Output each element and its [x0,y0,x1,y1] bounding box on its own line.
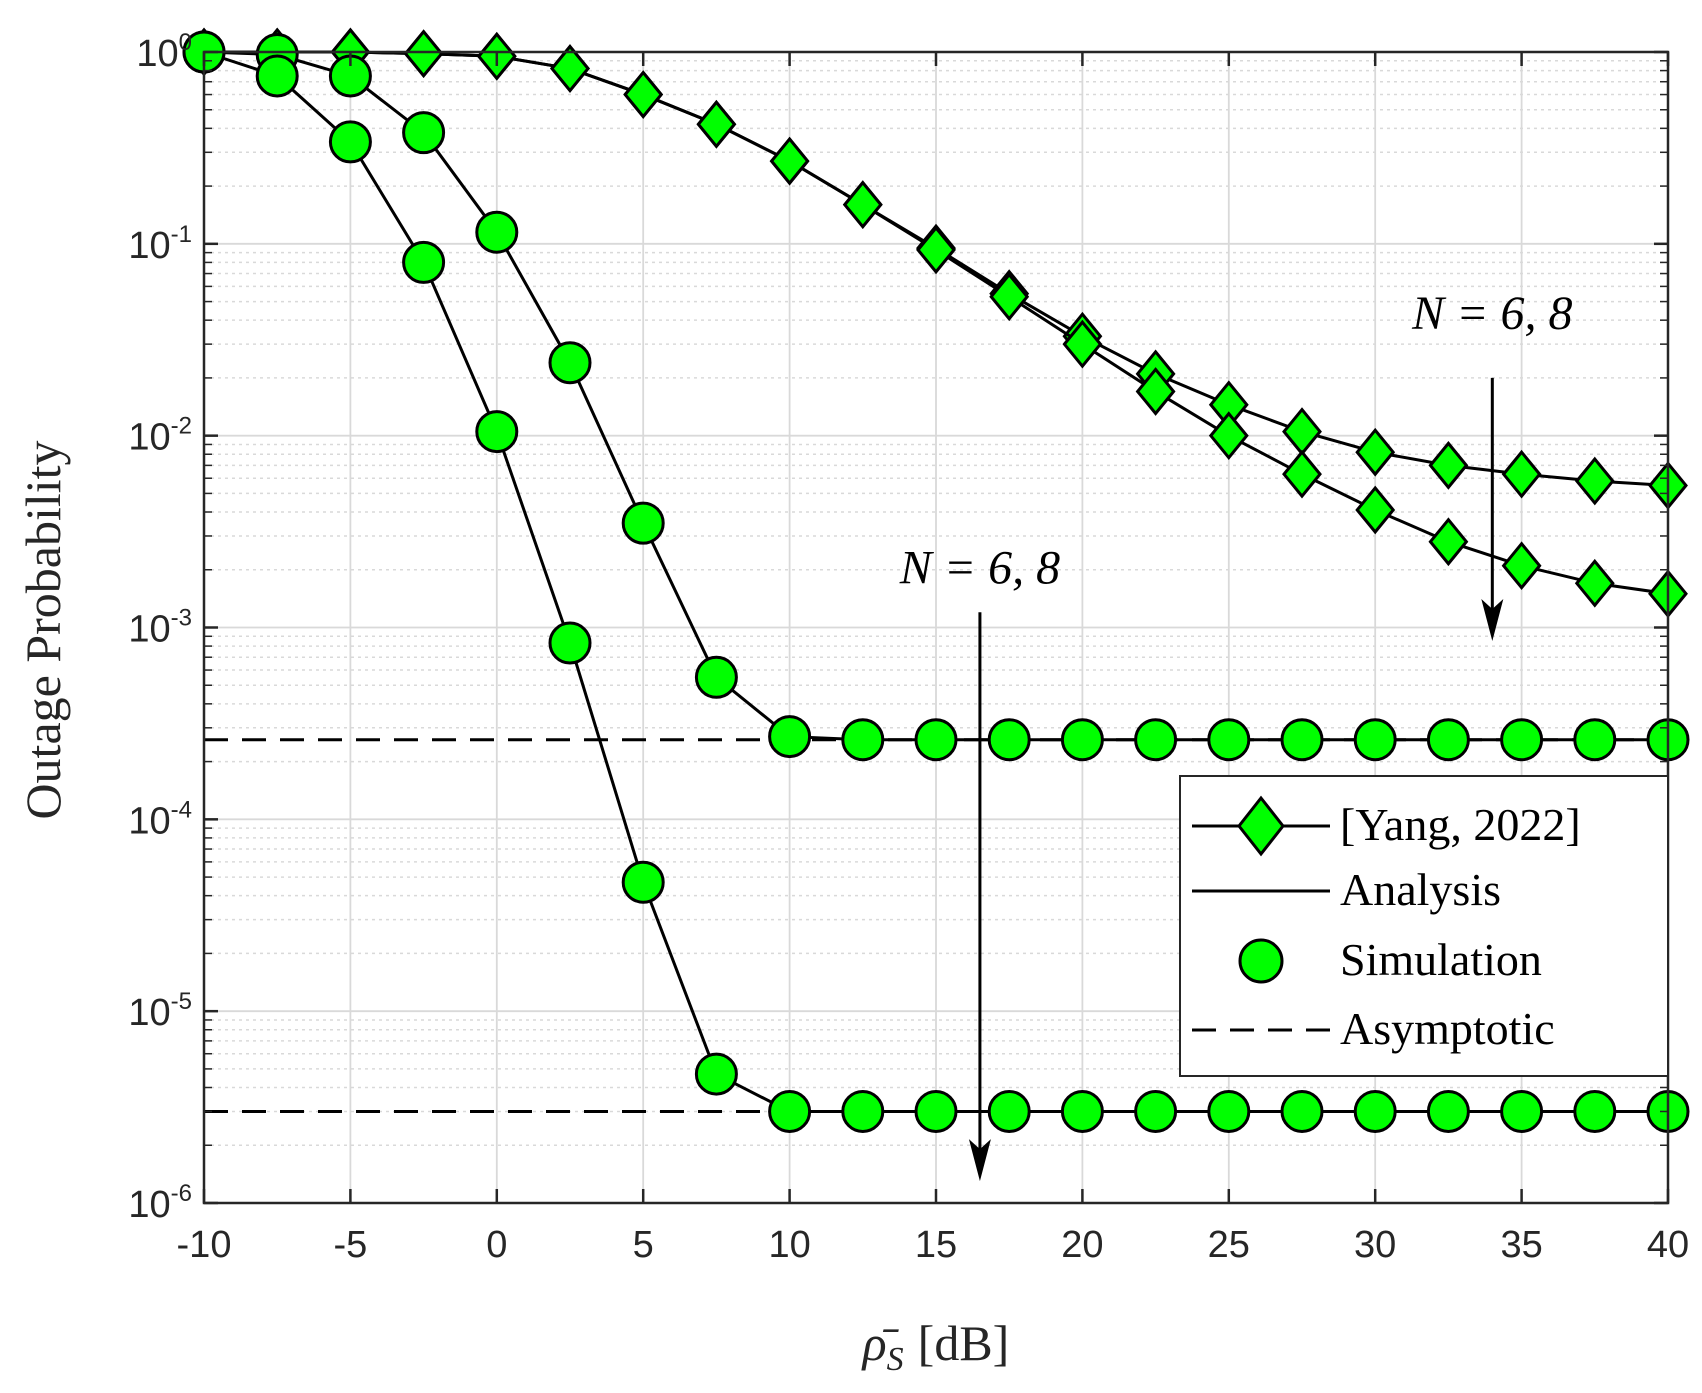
circle-marker [1500,1089,1544,1133]
x-axis-title: ρ̄S [dB] [861,1315,1010,1378]
x-tick-label: 40 [1647,1224,1689,1266]
data-series [182,27,1690,1133]
y-tick-label: 10-5 [128,988,192,1034]
circle-marker [694,1052,738,1096]
circle-marker [328,120,372,164]
diamond-marker [1428,517,1469,567]
x-tick-label: -10 [177,1224,232,1266]
circle-marker [841,718,885,762]
annotation-label: N = 6, 8 [1411,287,1572,340]
legend: [Yang, 2022] Analysis Simulation Asympto… [1179,775,1669,1077]
circle-marker [475,210,519,254]
x-tick-label: 5 [633,1224,654,1266]
diamond-marker [1355,427,1396,477]
diamond-marker [989,272,1030,322]
x-tick-label: 10 [768,1224,810,1266]
legend-label: Analysis [1340,864,1501,915]
circle-marker [1060,718,1104,762]
legend-label: Simulation [1340,934,1542,985]
circle-marker [1500,718,1544,762]
circle-marker [1207,718,1251,762]
x-tick-label: 25 [1208,1224,1250,1266]
circle-marker [255,54,299,98]
x-tick-label: 0 [486,1224,507,1266]
legend-circle-marker [1238,938,1284,984]
circle-marker [621,501,665,545]
y-tick-label: 100 [136,29,192,75]
legend-entry-asymptotic: Asymptotic [1192,1003,1555,1054]
circle-marker [987,1089,1031,1133]
legend-label: Asymptotic [1340,1003,1555,1054]
circle-marker [914,1089,958,1133]
annotation-1: N = 6, 8 [1411,287,1573,642]
circle-marker [694,655,738,699]
legend-entry-simulation: Simulation [1238,934,1542,985]
x-tick-label: -5 [334,1224,368,1266]
y-tick-label: 10-4 [128,796,192,842]
tick-labels: -10 -5 0 5 10 15 20 25 30 35 40 100 10-1 10-2 10-3 10-4… [128,29,1689,1266]
annotations: N = 6, 8 N = 6, 8 [899,287,1573,1182]
x-tick-label: 30 [1354,1224,1396,1266]
circle-marker [1353,718,1397,762]
x-tick-label: 20 [1061,1224,1103,1266]
diamond-marker [1062,319,1103,369]
circle-marker [1573,1089,1617,1133]
x-tick-label: 15 [915,1224,957,1266]
diamond-marker [842,180,883,230]
circle-marker [402,111,446,155]
y-axis-title: Outage Probability [15,440,71,819]
annotation-arrow-head [1481,599,1504,642]
diamond-marker [769,136,810,186]
circle-marker [548,341,592,385]
circle-marker [621,860,665,904]
diamond-marker [1574,558,1615,608]
diamond-marker [1501,449,1542,499]
circle-marker [1134,718,1178,762]
series-3 [182,30,1690,762]
annotation-label: N = 6, 8 [899,541,1060,594]
x-tick-label: 35 [1500,1224,1542,1266]
legend-entry-analysis: Analysis [1192,864,1501,915]
diamond-marker [550,44,590,93]
diamond-marker [1501,541,1542,591]
circle-marker [1573,718,1617,762]
circle-marker [914,718,958,762]
y-tick-label: 10-6 [128,1180,192,1226]
circle-marker [768,1089,812,1133]
diamond-marker [916,225,956,275]
circle-marker [1207,1089,1251,1133]
diamond-marker [403,29,444,79]
diamond-marker [1428,441,1469,490]
diamond-marker [1282,449,1322,499]
diamond-marker [696,99,737,149]
diamond-marker [1355,485,1396,535]
legend-label: [Yang, 2022] [1340,799,1581,850]
diamond-marker [1135,367,1176,416]
y-tick-label: 10-2 [128,413,192,459]
circle-marker [987,718,1031,762]
circle-marker [402,240,446,284]
circle-marker [475,410,519,454]
circle-marker [1134,1089,1178,1133]
circle-marker [1280,1089,1324,1133]
circle-marker [841,1089,885,1133]
diamond-marker [1208,411,1249,461]
circle-marker [768,715,812,759]
legend-diamond-marker [1237,795,1285,857]
diamond-marker [1282,407,1322,456]
circle-marker [1426,1089,1470,1133]
y-tick-label: 10-3 [128,605,192,651]
circle-marker [1426,718,1470,762]
circle-marker [1353,1089,1397,1133]
diamond-marker [1574,456,1615,506]
diamond-marker [623,70,664,119]
annotation-arrow-head [968,1139,991,1182]
circle-marker [548,621,592,665]
y-tick-label: 10-1 [128,221,192,267]
annotation-2: N = 6, 8 [899,541,1060,1182]
circle-marker [1060,1089,1104,1133]
circle-marker [1280,718,1324,762]
legend-entry-yang: [Yang, 2022] [1192,795,1581,857]
